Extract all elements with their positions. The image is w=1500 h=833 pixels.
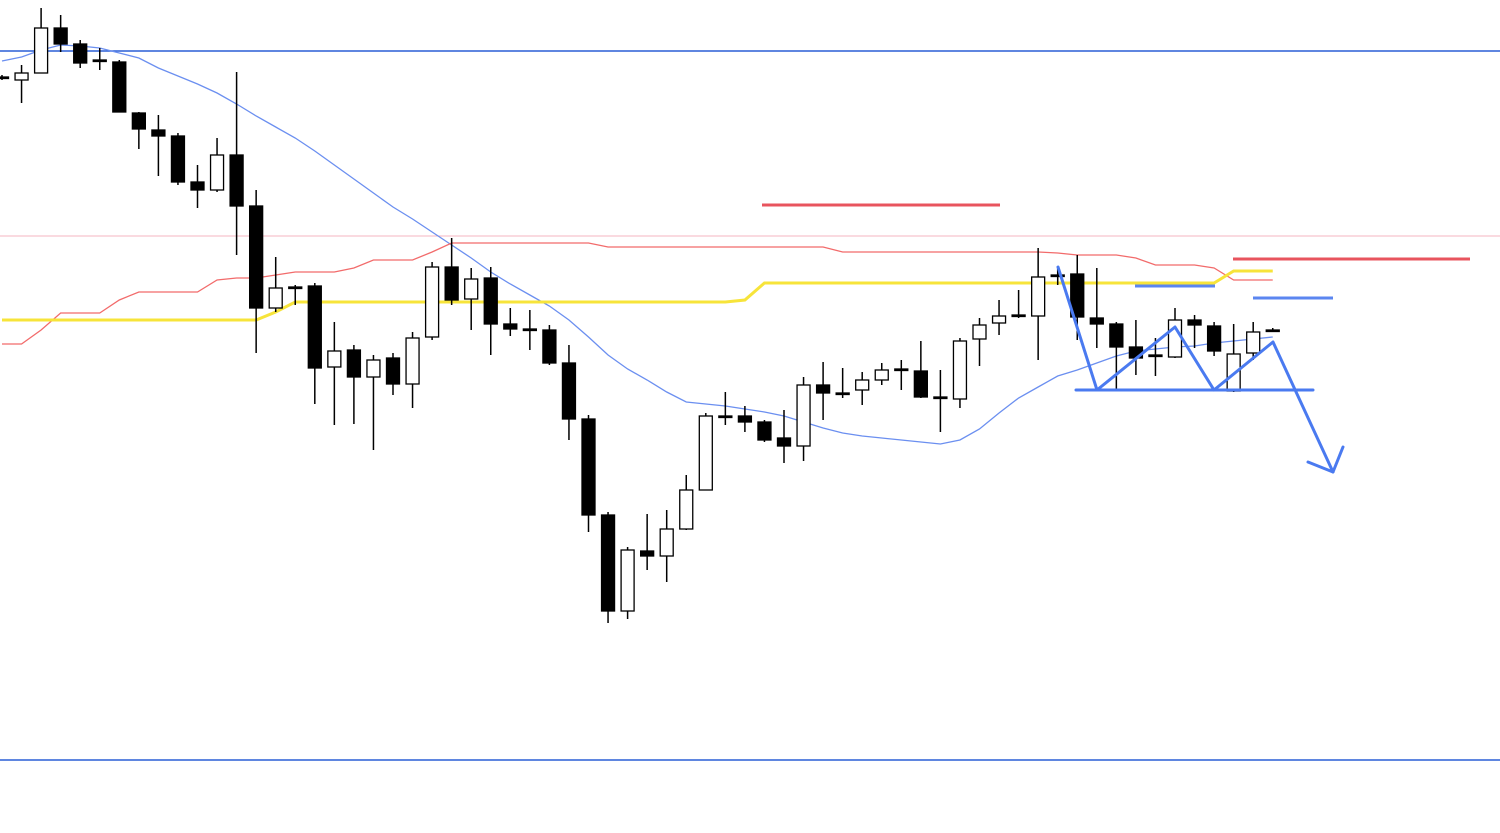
candle-body — [0, 76, 10, 80]
zigzag-arrow — [1056, 265, 1335, 474]
candle-body — [190, 181, 205, 191]
candle-body — [835, 392, 850, 396]
candle-body — [14, 72, 29, 81]
candle-body — [855, 379, 870, 391]
candle-body — [581, 418, 596, 516]
candle-body — [991, 315, 1007, 324]
candle-body — [737, 415, 753, 423]
candle-body — [952, 340, 968, 400]
candle-body — [248, 205, 264, 309]
candle-body — [1109, 323, 1124, 348]
candle-body — [679, 489, 694, 530]
candle-body — [444, 266, 459, 301]
pattern-annotation — [1056, 265, 1345, 474]
candle-body — [464, 278, 479, 300]
candle-body — [151, 129, 166, 137]
candle-body — [1265, 329, 1280, 333]
indicator-lines — [1, 44, 1273, 445]
candle-body — [268, 287, 283, 309]
candle-body — [815, 384, 831, 394]
candle-body — [620, 549, 635, 612]
candle-body — [405, 337, 420, 385]
candle-body — [1050, 274, 1065, 278]
candle-body — [346, 349, 362, 378]
arrow-head — [1306, 445, 1345, 474]
candle-body — [796, 384, 811, 447]
candle-body — [366, 359, 381, 378]
candle-body — [131, 112, 147, 130]
candle-body — [1246, 331, 1261, 354]
candle-body — [757, 421, 772, 441]
candle-body — [1031, 276, 1046, 317]
candle-body — [640, 550, 655, 557]
indicator-line — [1, 44, 1273, 445]
candle-body — [776, 437, 792, 447]
candle-body — [112, 61, 127, 113]
candle-body — [209, 154, 225, 191]
candle-body — [1011, 314, 1026, 318]
candle-body — [33, 27, 49, 74]
candle-body — [522, 328, 537, 332]
candle-body — [600, 514, 616, 612]
candle-body — [503, 323, 518, 330]
candle-body — [542, 329, 557, 364]
candle-body — [92, 59, 107, 63]
candle-body — [1187, 319, 1202, 326]
candle-body — [913, 370, 928, 398]
candle-body — [1089, 317, 1104, 325]
candle-body — [718, 415, 733, 419]
indicator-line — [2, 269, 1273, 322]
candle-body — [229, 154, 244, 207]
candles — [0, 8, 1280, 623]
levels — [0, 50, 1500, 761]
candle-body — [170, 135, 186, 183]
candle-body — [659, 528, 674, 557]
candle-body — [698, 415, 713, 491]
candle-body — [53, 27, 68, 45]
candle-body — [1206, 325, 1222, 352]
candle-body — [1148, 354, 1163, 358]
indicator-line — [2, 242, 1273, 345]
candle-body — [972, 324, 987, 340]
candle-body — [288, 286, 303, 290]
candle-body — [1070, 273, 1085, 318]
candle-body — [385, 357, 401, 385]
candle-body — [561, 362, 577, 420]
candle-body — [874, 369, 889, 381]
candle-body — [73, 43, 88, 64]
candle-body — [483, 277, 498, 325]
candle-body — [933, 396, 948, 400]
candle-body — [424, 266, 440, 338]
candle-body — [307, 285, 322, 369]
candle-body — [894, 368, 909, 372]
candle-body — [327, 350, 342, 368]
